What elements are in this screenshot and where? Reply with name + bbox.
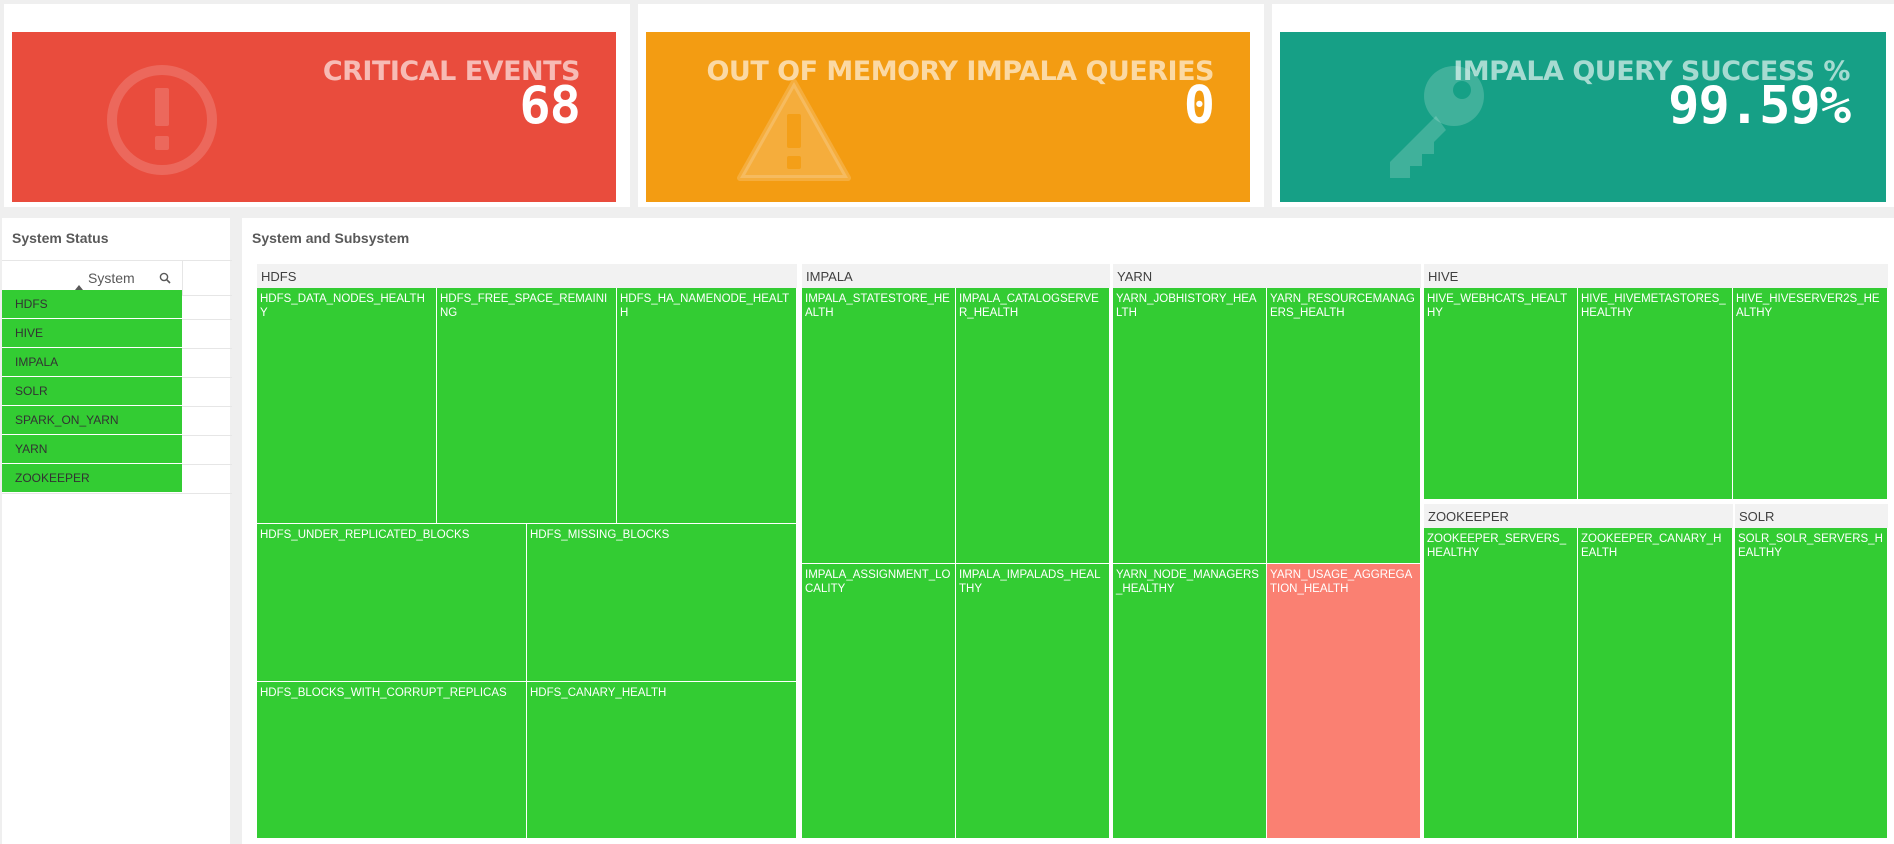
system-cell: IMPALA: [2, 348, 182, 376]
system-cell: HIVE: [2, 319, 182, 347]
treemap-tile-zookeeper-canary-health[interactable]: ZOOKEEPER_CANARY_HEALTH: [1578, 528, 1733, 839]
system-row-yarn[interactable]: YARN: [2, 435, 232, 465]
treemap-tile-hdfs-data-nodes-healthy[interactable]: HDFS_DATA_NODES_HEALTHY: [257, 288, 437, 524]
system-cell: HDFS: [2, 290, 182, 318]
treemap-tile-solr-solr-servers-healthy[interactable]: SOLR_SOLR_SERVERS_HEALTHY: [1735, 528, 1888, 839]
treemap-tile-yarn-node-managers-healthy[interactable]: YARN_NODE_MANAGERS_HEALTHY: [1113, 564, 1267, 839]
treemap-tile-impala-assignment-locality[interactable]: IMPALA_ASSIGNMENT_LOCALITY: [802, 564, 956, 839]
system-row-hdfs[interactable]: HDFS: [2, 290, 232, 320]
kpi-tile-oom-queries: OUT OF MEMORY IMPALA QUERIES 0: [646, 32, 1250, 202]
warning-triangle-icon: [737, 79, 851, 181]
system-column-label: System: [88, 270, 135, 286]
tile-label: ZOOKEEPER_SERVERS_HEALTHY: [1427, 533, 1567, 559]
treemap-tile-hive-webhcats-healthy[interactable]: HIVE_WEBHCATS_HEALTHY: [1424, 288, 1578, 500]
system-label: HDFS: [15, 297, 48, 311]
tile-label: SOLR_SOLR_SERVERS_HEALTHY: [1738, 533, 1883, 559]
group-header-yarn[interactable]: YARN: [1113, 264, 1421, 288]
tile-label: HDFS_MISSING_BLOCKS: [530, 529, 670, 541]
tile-label: YARN_JOBHISTORY_HEALTH: [1116, 293, 1257, 319]
treemap-tile-hdfs-ha-namenode-health[interactable]: HDFS_HA_NAMENODE_HEALTH: [617, 288, 797, 524]
group-label-yarn: YARN: [1117, 269, 1153, 284]
group-header-hive[interactable]: HIVE: [1424, 264, 1888, 288]
kpi-title-oom-queries: OUT OF MEMORY IMPALA QUERIES: [706, 56, 1214, 87]
tile-label: YARN_USAGE_AGGREGATION_HEALTH: [1270, 569, 1413, 595]
treemap-tile-hdfs-missing-blocks[interactable]: HDFS_MISSING_BLOCKS: [527, 524, 797, 682]
kpi-value-critical-events: 68: [519, 76, 581, 136]
system-row-impala[interactable]: IMPALA: [2, 348, 232, 378]
group-header-impala[interactable]: IMPALA: [802, 264, 1110, 288]
tile-label: IMPALA_ASSIGNMENT_LOCALITY: [805, 569, 951, 595]
kpi-tile-impala-success: IMPALA QUERY SUCCESS % 99.59%: [1280, 32, 1886, 202]
system-cell: SPARK_ON_YARN: [2, 406, 182, 434]
system-cell: ZOOKEEPER: [2, 464, 182, 492]
system-subsystem-title: System and Subsystem: [252, 230, 410, 246]
tile-label: HDFS_CANARY_HEALTH: [530, 687, 667, 699]
tile-label: YARN_NODE_MANAGERS_HEALTHY: [1116, 569, 1259, 595]
system-label: ZOOKEEPER: [15, 471, 90, 485]
tile-label: HIVE_WEBHCATS_HEALTHY: [1427, 293, 1568, 319]
group-label-hive: HIVE: [1428, 269, 1459, 284]
group-label-hdfs: HDFS: [261, 269, 297, 284]
kpi-title-critical-events: CRITICAL EVENTS: [322, 56, 581, 87]
treemap-tile-hdfs-canary-health[interactable]: HDFS_CANARY_HEALTH: [527, 682, 797, 839]
tile-label: HIVE_HIVEMETASTORES_HEALTHY: [1581, 293, 1726, 319]
group-label-zookeeper: ZOOKEEPER: [1428, 509, 1509, 524]
system-subsystem-panel: System and Subsystem HDFS HDFS_DATA_NODE…: [242, 218, 1894, 844]
tile-label: HDFS_FREE_SPACE_REMAINING: [440, 293, 608, 319]
treemap-tile-zookeeper-servers-healthy[interactable]: ZOOKEEPER_SERVERS_HEALTHY: [1424, 528, 1578, 839]
group-label-solr: SOLR: [1739, 509, 1775, 524]
tile-label: HDFS_DATA_NODES_HEALTHY: [260, 293, 425, 319]
kpi-value-oom-queries: 0: [1183, 76, 1215, 136]
kpi-tile-critical-events: CRITICAL EVENTS 68: [12, 32, 616, 202]
tile-label: HDFS_HA_NAMENODE_HEALTH: [620, 293, 790, 319]
tile-label: IMPALA_STATESTORE_HEALTH: [805, 293, 950, 319]
system-cell: YARN: [2, 435, 182, 463]
treemap-tile-hdfs-blocks-with-corrupt-replicas[interactable]: HDFS_BLOCKS_WITH_CORRUPT_REPLICAS: [257, 682, 527, 839]
system-label: HIVE: [15, 326, 44, 340]
system-row-spark-on-yarn[interactable]: SPARK_ON_YARN: [2, 406, 232, 436]
treemap-tile-impala-catalogserver-health[interactable]: IMPALA_CATALOGSERVER_HEALTH: [956, 288, 1110, 564]
kpi-card-oom-queries[interactable]: OUT OF MEMORY IMPALA QUERIES 0: [638, 4, 1264, 207]
system-row-zookeeper[interactable]: ZOOKEEPER: [2, 464, 232, 494]
tile-label: HDFS_BLOCKS_WITH_CORRUPT_REPLICAS: [260, 687, 507, 699]
sort-ascending-icon: [75, 285, 83, 290]
system-label: SPARK_ON_YARN: [15, 413, 119, 427]
key-icon: [1390, 66, 1484, 178]
kpi-title-impala-success: IMPALA QUERY SUCCESS %: [1453, 56, 1850, 87]
treemap-tile-hdfs-under-replicated-blocks[interactable]: HDFS_UNDER_REPLICATED_BLOCKS: [257, 524, 527, 682]
group-header-zookeeper[interactable]: ZOOKEEPER: [1424, 504, 1733, 528]
treemap-tile-yarn-jobhistory-health[interactable]: YARN_JOBHISTORY_HEALTH: [1113, 288, 1267, 564]
treemap-tile-hive-hivemetastores-healthy[interactable]: HIVE_HIVEMETASTORES_HEALTHY: [1578, 288, 1733, 500]
treemap-tile-impala-impalads-healthy[interactable]: IMPALA_IMPALADS_HEALTHY: [956, 564, 1110, 839]
kpi-value-impala-success: 99.59%: [1668, 76, 1851, 136]
system-label: IMPALA: [15, 355, 59, 369]
tile-label: ZOOKEEPER_CANARY_HEALTH: [1581, 533, 1722, 559]
treemap-tile-hdfs-free-space-remaining[interactable]: HDFS_FREE_SPACE_REMAINING: [437, 288, 617, 524]
system-status-title: System Status: [12, 230, 109, 246]
treemap-tile-hive-hiveserver2s-healthy[interactable]: HIVE_HIVESERVER2S_HEALTHY: [1733, 288, 1888, 500]
group-header-solr[interactable]: SOLR: [1735, 504, 1888, 528]
treemap-tile-yarn-resourcemanagers-health[interactable]: YARN_RESOURCEMANAGERS_HEALTH: [1267, 288, 1421, 564]
tile-label: IMPALA_IMPALADS_HEALTHY: [959, 569, 1101, 595]
tile-label: HIVE_HIVESERVER2S_HEALTHY: [1736, 293, 1880, 319]
system-cell: SOLR: [2, 377, 182, 405]
search-icon[interactable]: [159, 272, 171, 284]
system-column-header-cell[interactable]: System: [2, 261, 183, 295]
treemap-tile-yarn-usage-aggregation-health[interactable]: YARN_USAGE_AGGREGATION_HEALTH: [1267, 564, 1421, 839]
tile-label: IMPALA_CATALOGSERVER_HEALTH: [959, 293, 1099, 319]
treemap-tile-impala-statestore-health[interactable]: IMPALA_STATESTORE_HEALTH: [802, 288, 956, 564]
group-header-hdfs[interactable]: HDFS: [257, 264, 797, 288]
system-row-hive[interactable]: HIVE: [2, 319, 232, 349]
kpi-card-critical-events[interactable]: CRITICAL EVENTS 68: [4, 4, 630, 207]
system-label: YARN: [15, 442, 48, 456]
kpi-card-impala-success[interactable]: IMPALA QUERY SUCCESS % 99.59%: [1272, 4, 1894, 207]
alert-circle-icon: [107, 65, 217, 175]
system-status-panel: System Status System HDFS HIVE IMPALA SO…: [2, 218, 232, 844]
system-label: SOLR: [15, 384, 48, 398]
group-label-impala: IMPALA: [806, 269, 853, 284]
system-row-solr[interactable]: SOLR: [2, 377, 232, 407]
tile-label: HDFS_UNDER_REPLICATED_BLOCKS: [260, 529, 470, 541]
tile-label: YARN_RESOURCEMANAGERS_HEALTH: [1270, 293, 1415, 319]
